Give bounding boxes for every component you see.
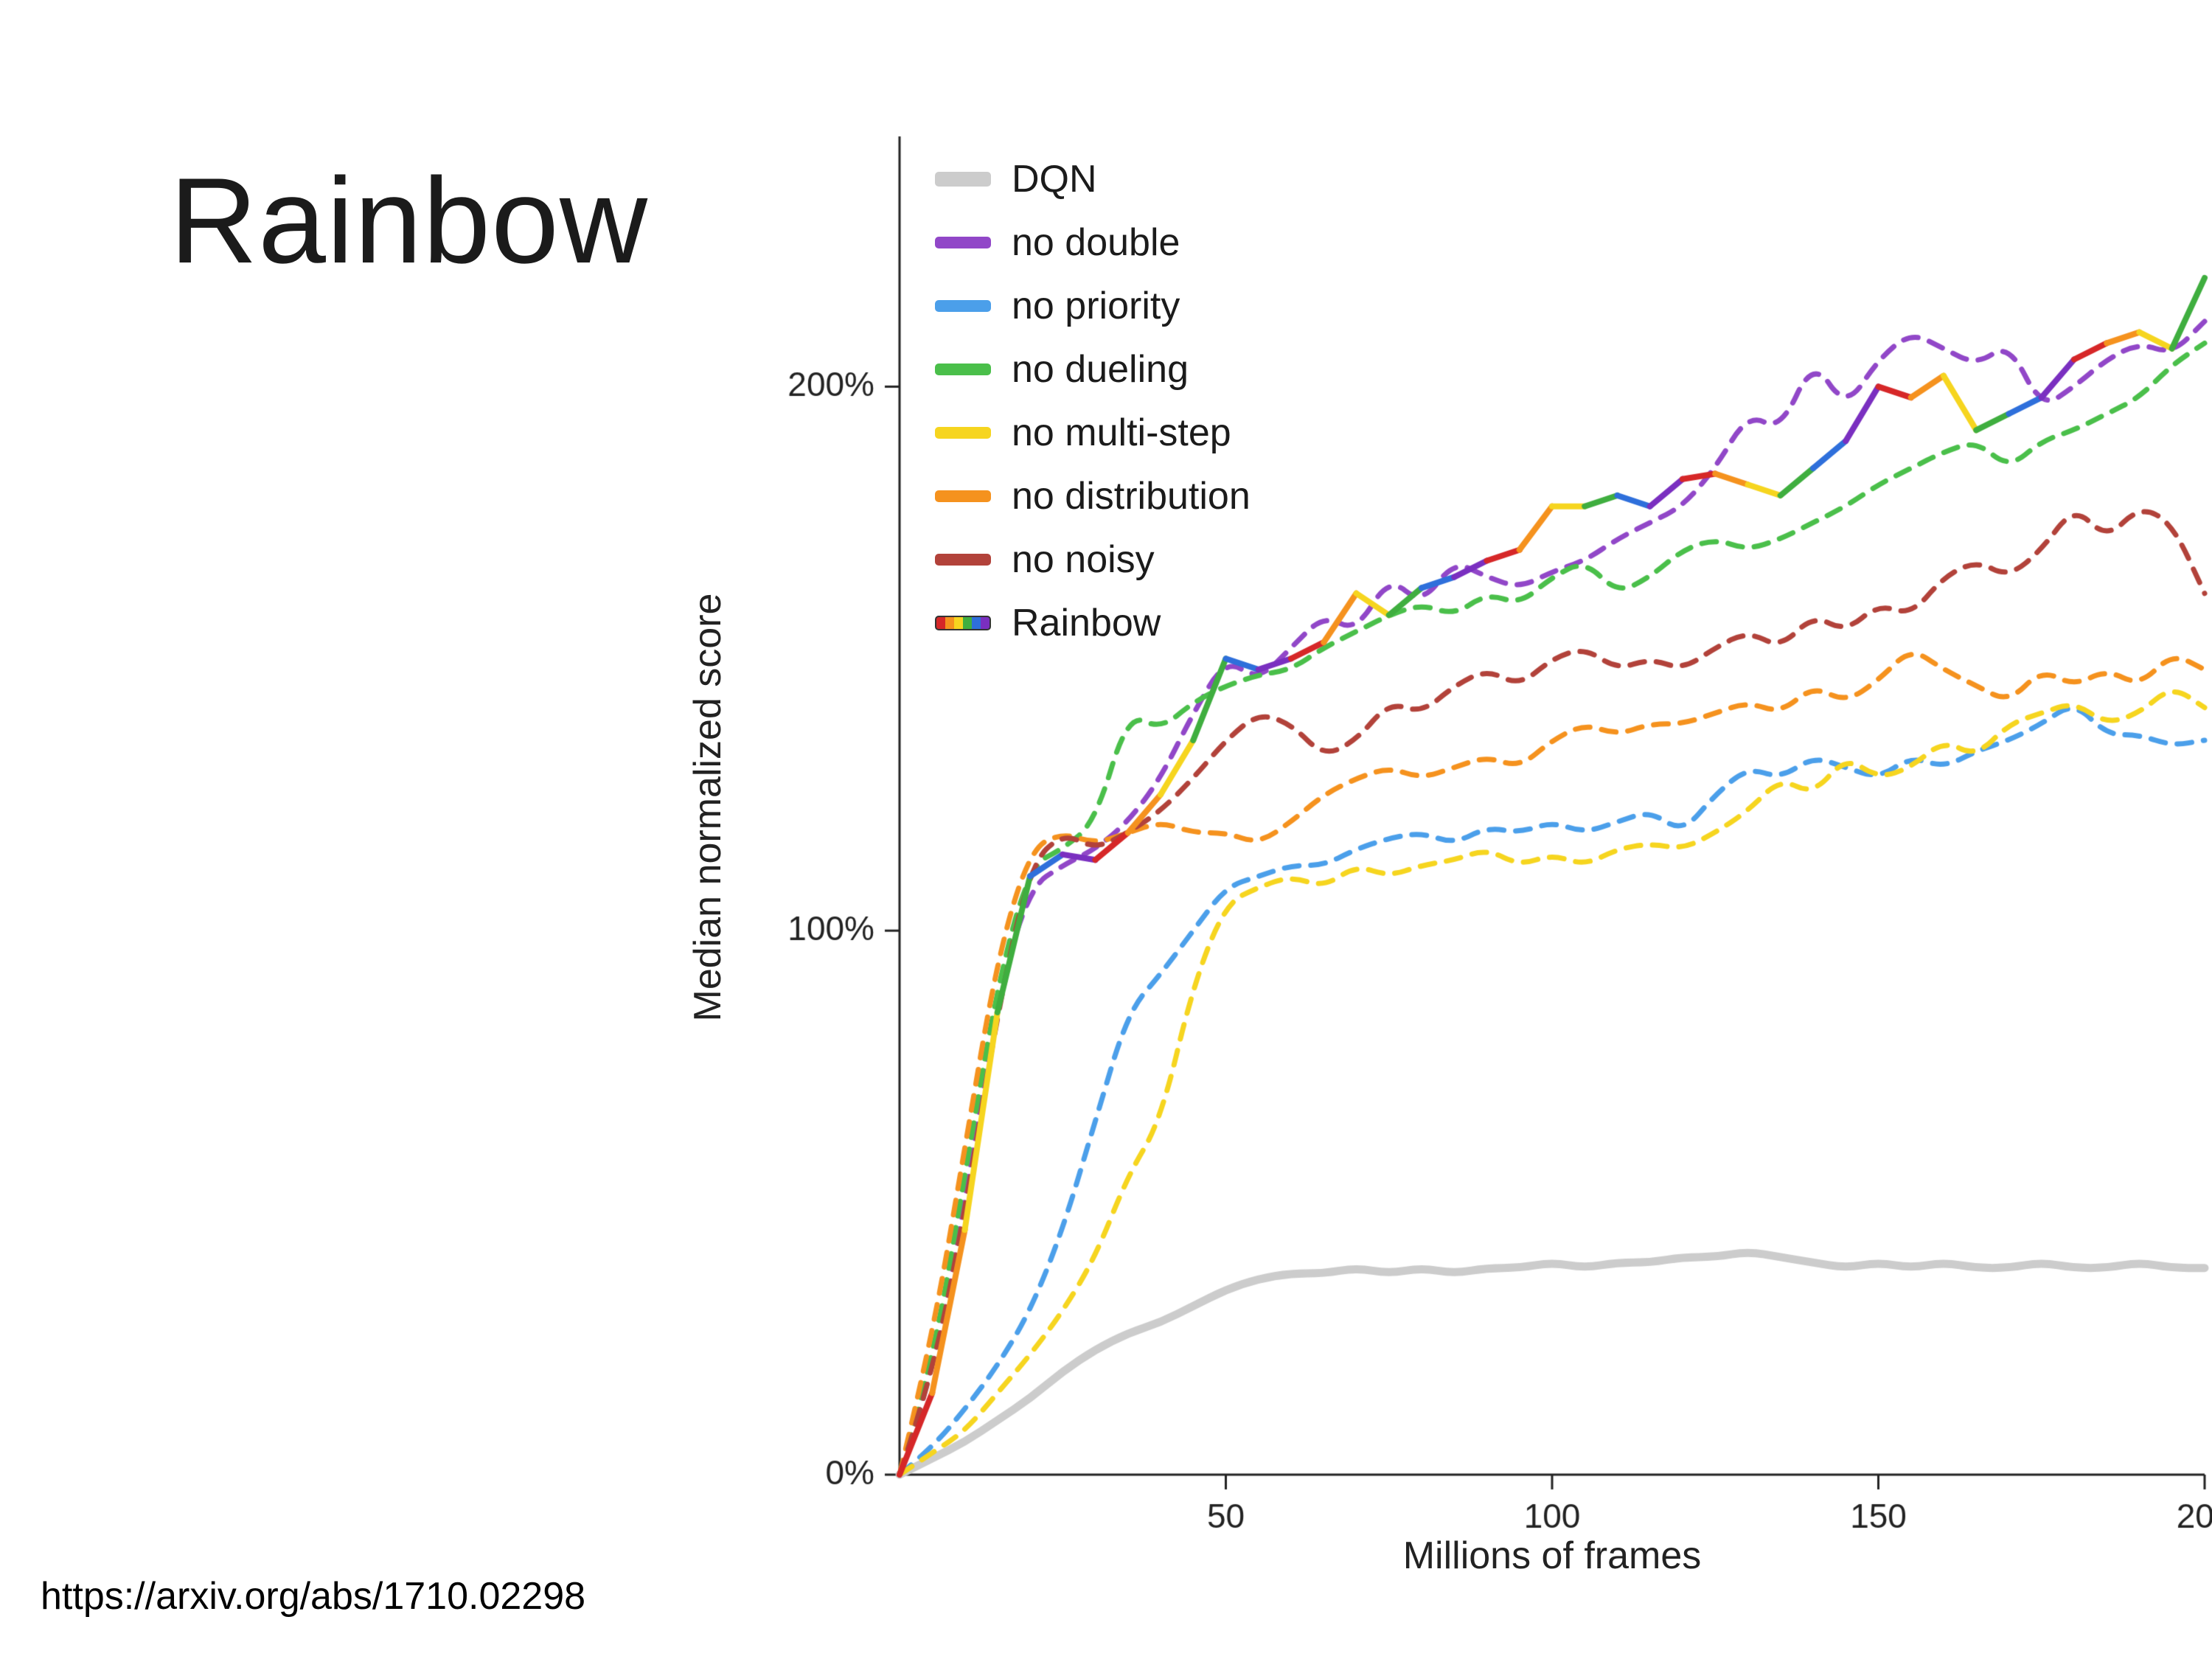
legend-item-no-noisy: no noisy [935,528,1251,591]
legend-label-no-multi-step: no multi-step [1012,411,1231,454]
legend-label-dqn: DQN [1012,158,1097,201]
legend-item-dqn: DQN [935,147,1251,211]
legend-item-no-multi-step: no multi-step [935,401,1251,465]
legend-item-no-priority: no priority [935,274,1251,338]
legend-item-rainbow: Rainbow [935,591,1251,655]
legend-item-no-dueling: no dueling [935,338,1251,401]
slide-title: Rainbow [170,153,649,288]
legend-label-rainbow: Rainbow [1012,602,1161,644]
legend-swatch-no-multi-step [935,427,991,439]
legend-swatch-rainbow [935,616,991,630]
x-axis-label: Millions of frames [1402,1534,1702,1577]
source-link[interactable]: https://arxiv.org/abs/1710.02298 [41,1575,586,1618]
ablation-line-chart-canvas [774,111,2212,1585]
legend-label-no-priority: no priority [1012,285,1180,327]
legend-item-no-double: no double [935,211,1251,274]
legend-swatch-no-dueling [935,364,991,375]
legend-swatch-no-noisy [935,554,991,566]
legend-item-no-distribution: no distribution [935,465,1251,528]
legend-label-no-noisy: no noisy [1012,538,1155,581]
legend-swatch-no-double [935,237,991,248]
legend-swatch-no-distribution [935,490,991,502]
legend-label-no-distribution: no distribution [1012,475,1251,518]
legend-swatch-dqn [935,172,991,187]
legend-label-no-double: no double [1012,221,1180,264]
legend-swatch-no-priority [935,300,991,312]
chart-legend: DQN no double no priority no dueling no … [935,147,1251,655]
y-axis-label: Median normalized score [686,593,729,1022]
legend-label-no-dueling: no dueling [1012,348,1189,391]
